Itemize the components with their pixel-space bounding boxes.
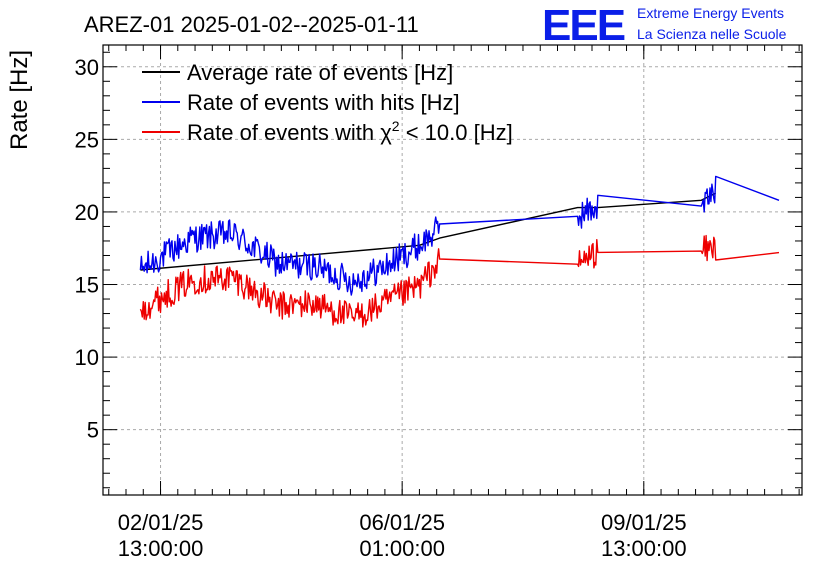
- y-axis-label: Rate [Hz]: [6, 50, 33, 150]
- logo-line-1: Extreme Energy Events: [637, 5, 784, 21]
- series-layer: [139, 175, 780, 328]
- legend-chi2: Rate of events with χ2 < 10.0 [Hz]: [187, 118, 513, 145]
- logo-line-2: La Scienza nelle Scuole: [637, 26, 787, 42]
- y-tick-label: 30: [75, 55, 99, 80]
- y-tick-label: 20: [75, 200, 99, 225]
- legend: Average rate of events [Hz] Rate of even…: [142, 60, 513, 145]
- x-tick-date-label: 06/01/25: [359, 510, 445, 535]
- legend-hits: Rate of events with hits [Hz]: [187, 90, 460, 115]
- chart-title: AREZ-01 2025-01-02--2025-01-11: [84, 12, 419, 37]
- y-tick-label: 25: [75, 127, 99, 152]
- x-tick-time-label: 13:00:00: [118, 536, 204, 561]
- eee-logo: EEE Extreme Energy Events La Scienza nel…: [542, 1, 787, 50]
- gridlines: [103, 45, 802, 495]
- x-tick-labels: 02/01/2513:00:0006/01/2501:00:0009/01/25…: [118, 510, 687, 561]
- axes: [102, 44, 803, 496]
- x-tick-time-label: 01:00:00: [359, 536, 445, 561]
- y-tick-label: 5: [87, 418, 99, 443]
- series-chi2: [139, 234, 780, 328]
- series-hits: [139, 175, 780, 296]
- legend-average: Average rate of events [Hz]: [187, 60, 453, 85]
- y-tick-labels: 5 10 15 20 25 30: [75, 55, 99, 443]
- svg-text:EEE: EEE: [542, 1, 625, 50]
- x-tick-time-label: 13:00:00: [601, 536, 687, 561]
- x-tick-date-label: 09/01/25: [601, 510, 687, 535]
- y-tick-label: 10: [75, 345, 99, 370]
- x-tick-date-label: 02/01/25: [118, 510, 204, 535]
- plot-frame: [102, 44, 803, 496]
- y-tick-label: 15: [75, 273, 99, 298]
